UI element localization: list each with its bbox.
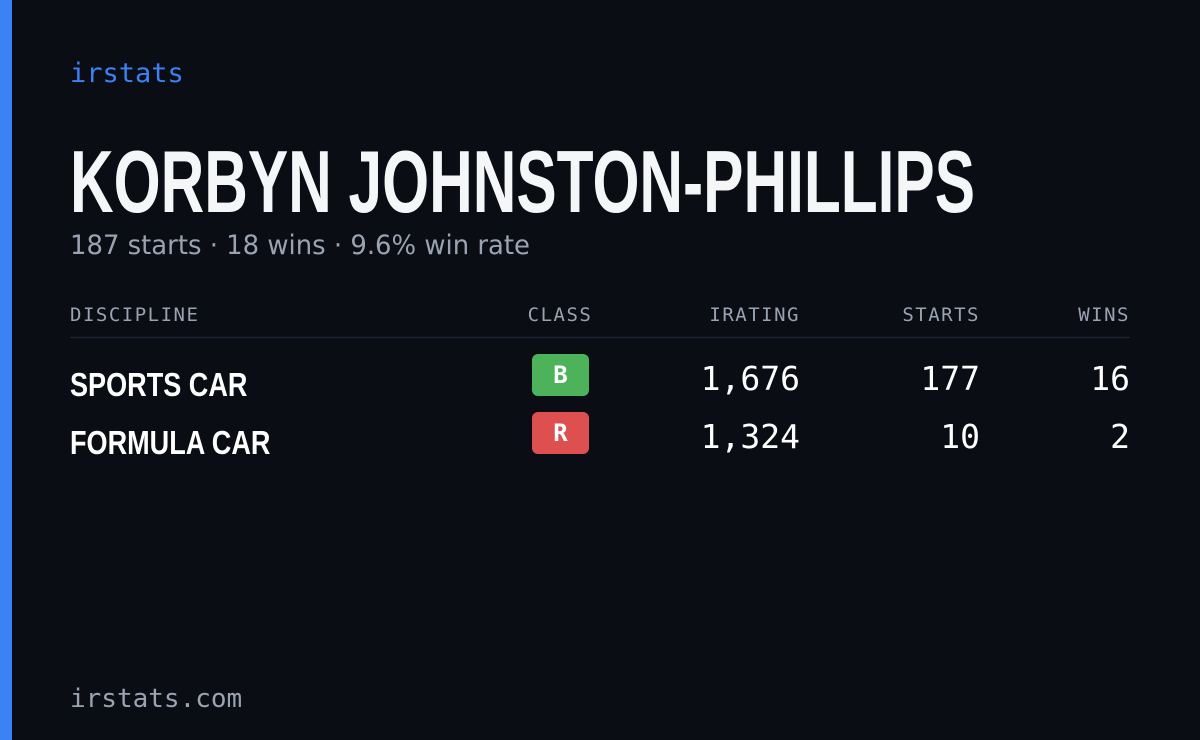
starts: 177 <box>920 359 980 398</box>
discipline: FORMULA CAR <box>70 424 271 461</box>
accent-bar <box>0 0 12 740</box>
column-header: STARTS <box>902 304 980 326</box>
class-badge <box>532 412 589 454</box>
discipline: SPORTS CAR <box>70 366 248 403</box>
table-rows: SPORTS CAR B 1,676 177 16 FORMULA CAR R 1,324 10… <box>70 354 1130 461</box>
class-letter: R <box>553 419 568 447</box>
class-letter: B <box>553 361 567 389</box>
driver-name: KORBYN JOHNSTON-PHILLIPS <box>70 132 975 231</box>
column-header: IRATING <box>709 304 800 326</box>
starts: 10 <box>940 417 980 456</box>
column-header: DISCIPLINE <box>70 304 199 326</box>
wins: 16 <box>1090 359 1130 398</box>
footer-url: irstats.com <box>70 684 242 714</box>
irating: 1,676 <box>701 359 800 398</box>
driver-summary: 187 starts · 18 wins · 9.6% win rate <box>70 230 530 261</box>
column-header: WINS <box>1078 304 1130 326</box>
class-badge <box>532 354 589 396</box>
column-header: CLASS <box>528 304 593 326</box>
wins: 2 <box>1110 417 1130 456</box>
brand: irstats <box>70 58 184 89</box>
irating: 1,324 <box>701 417 800 456</box>
